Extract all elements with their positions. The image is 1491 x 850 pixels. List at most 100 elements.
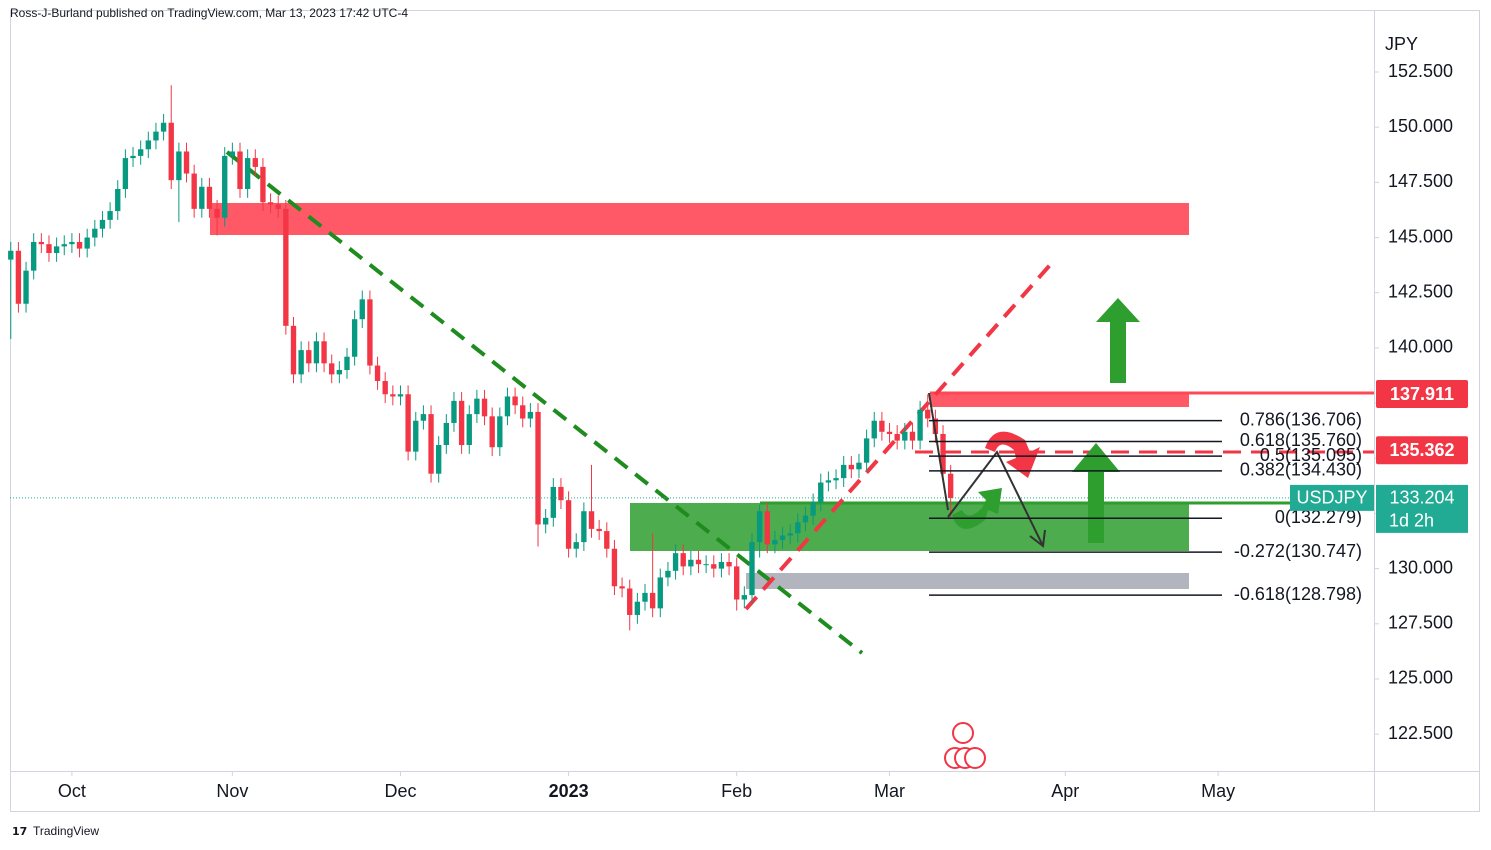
- candle-body: [145, 140, 151, 150]
- candle-body: [107, 211, 113, 220]
- candle-body: [726, 561, 732, 567]
- candle-body: [718, 561, 725, 569]
- candle-body: [657, 577, 663, 609]
- candle-body: [642, 592, 648, 602]
- y-tick-label: 122.500: [1388, 723, 1453, 743]
- candle-body: [596, 528, 602, 532]
- candle-body: [115, 188, 121, 212]
- event-icon: [952, 722, 974, 744]
- candle-body: [420, 414, 427, 421]
- candle-body: [222, 155, 228, 218]
- candle-body: [871, 420, 877, 439]
- candle-body: [405, 394, 411, 452]
- price-badge-label: 135.362: [1389, 440, 1454, 460]
- candle-body: [481, 398, 488, 417]
- candle-body: [252, 158, 258, 167]
- symbol-badge: [1290, 484, 1374, 511]
- candle-body: [428, 414, 434, 474]
- candle-body: [237, 151, 243, 189]
- candle-body: [15, 250, 22, 304]
- countdown-label: 1d 2h: [1389, 511, 1434, 531]
- frame: [10, 10, 1480, 812]
- candle-body: [351, 319, 358, 357]
- candle-body: [84, 237, 90, 249]
- candle-body: [619, 586, 625, 589]
- candle-body: [779, 535, 786, 540]
- candle-body: [810, 502, 816, 516]
- candle-body: [588, 511, 595, 529]
- footer: 𝟭𝟳 TradingView: [12, 824, 99, 838]
- candle-body: [130, 155, 136, 159]
- candle-body: [31, 241, 37, 271]
- candle-body: [535, 411, 541, 525]
- candle-body: [92, 228, 98, 238]
- candle-body: [336, 369, 343, 375]
- candle-body: [879, 420, 885, 432]
- candle-body: [168, 122, 174, 181]
- candle-body: [688, 559, 694, 567]
- candle-body: [466, 414, 472, 446]
- fib-label: 0.5(135.095): [1260, 445, 1362, 465]
- x-tick-label: Oct: [58, 781, 86, 801]
- x-tick-label: Apr: [1051, 781, 1079, 801]
- candle-body: [329, 363, 335, 375]
- candle-body: [947, 473, 954, 498]
- candle-body: [474, 398, 480, 415]
- candle-body: [451, 400, 457, 423]
- candle-body: [520, 405, 526, 419]
- header-text: Ross-J-Burland published on TradingView.…: [10, 6, 408, 20]
- candle-body: [38, 241, 45, 245]
- candle-body: [229, 151, 236, 156]
- footer-logo: 𝟭𝟳: [12, 826, 27, 838]
- candle-body: [99, 219, 106, 229]
- candle-body: [183, 151, 190, 174]
- candle-body: [313, 341, 320, 364]
- fib-label: 0.618(135.760): [1240, 430, 1362, 450]
- fib-label: 0(132.279): [1275, 507, 1362, 527]
- candle-body: [283, 208, 289, 326]
- candle-body: [558, 486, 564, 501]
- candle-body: [756, 511, 763, 543]
- candle-body: [573, 542, 579, 549]
- candle-body: [8, 250, 14, 260]
- candle-body: [122, 158, 129, 189]
- candle-body: [787, 533, 793, 536]
- candle-body: [489, 416, 495, 448]
- candle-body: [734, 566, 740, 600]
- candle-body: [443, 422, 450, 446]
- projection-path: [947, 450, 1044, 547]
- candle-body: [841, 464, 847, 479]
- x-tick-label: Feb: [721, 781, 752, 801]
- price-badge: [1376, 436, 1468, 465]
- candle-body: [886, 431, 893, 434]
- y-tick-label: 130.000: [1388, 557, 1453, 577]
- x-tick-label: 2023: [549, 781, 589, 801]
- candle-body: [818, 482, 824, 503]
- candle-body: [458, 400, 465, 446]
- x-tick-label: Mar: [874, 781, 905, 801]
- candle-body: [550, 486, 556, 518]
- currency-label: JPY: [1385, 34, 1418, 54]
- up-arrow: [1096, 298, 1140, 383]
- candle-body: [306, 350, 312, 364]
- gray-zone: [746, 573, 1189, 589]
- candle-body: [244, 158, 251, 189]
- candle-body: [649, 592, 656, 609]
- candle-body: [764, 511, 770, 545]
- projection-arrowhead: [1029, 529, 1046, 548]
- candle-body: [497, 416, 503, 448]
- x-tick-label: Dec: [384, 781, 416, 801]
- price-badge: [1376, 380, 1468, 409]
- y-tick-label: 127.500: [1388, 613, 1453, 633]
- candle-body: [672, 553, 679, 571]
- candle-body: [512, 396, 518, 406]
- candle-body: [703, 564, 709, 566]
- candle-body: [374, 365, 381, 382]
- symbol-label: USDJPY: [1296, 488, 1367, 508]
- x-tick-label: May: [1201, 781, 1235, 801]
- candle-body: [749, 542, 755, 596]
- candle-body: [581, 511, 587, 543]
- candle-body: [359, 299, 365, 320]
